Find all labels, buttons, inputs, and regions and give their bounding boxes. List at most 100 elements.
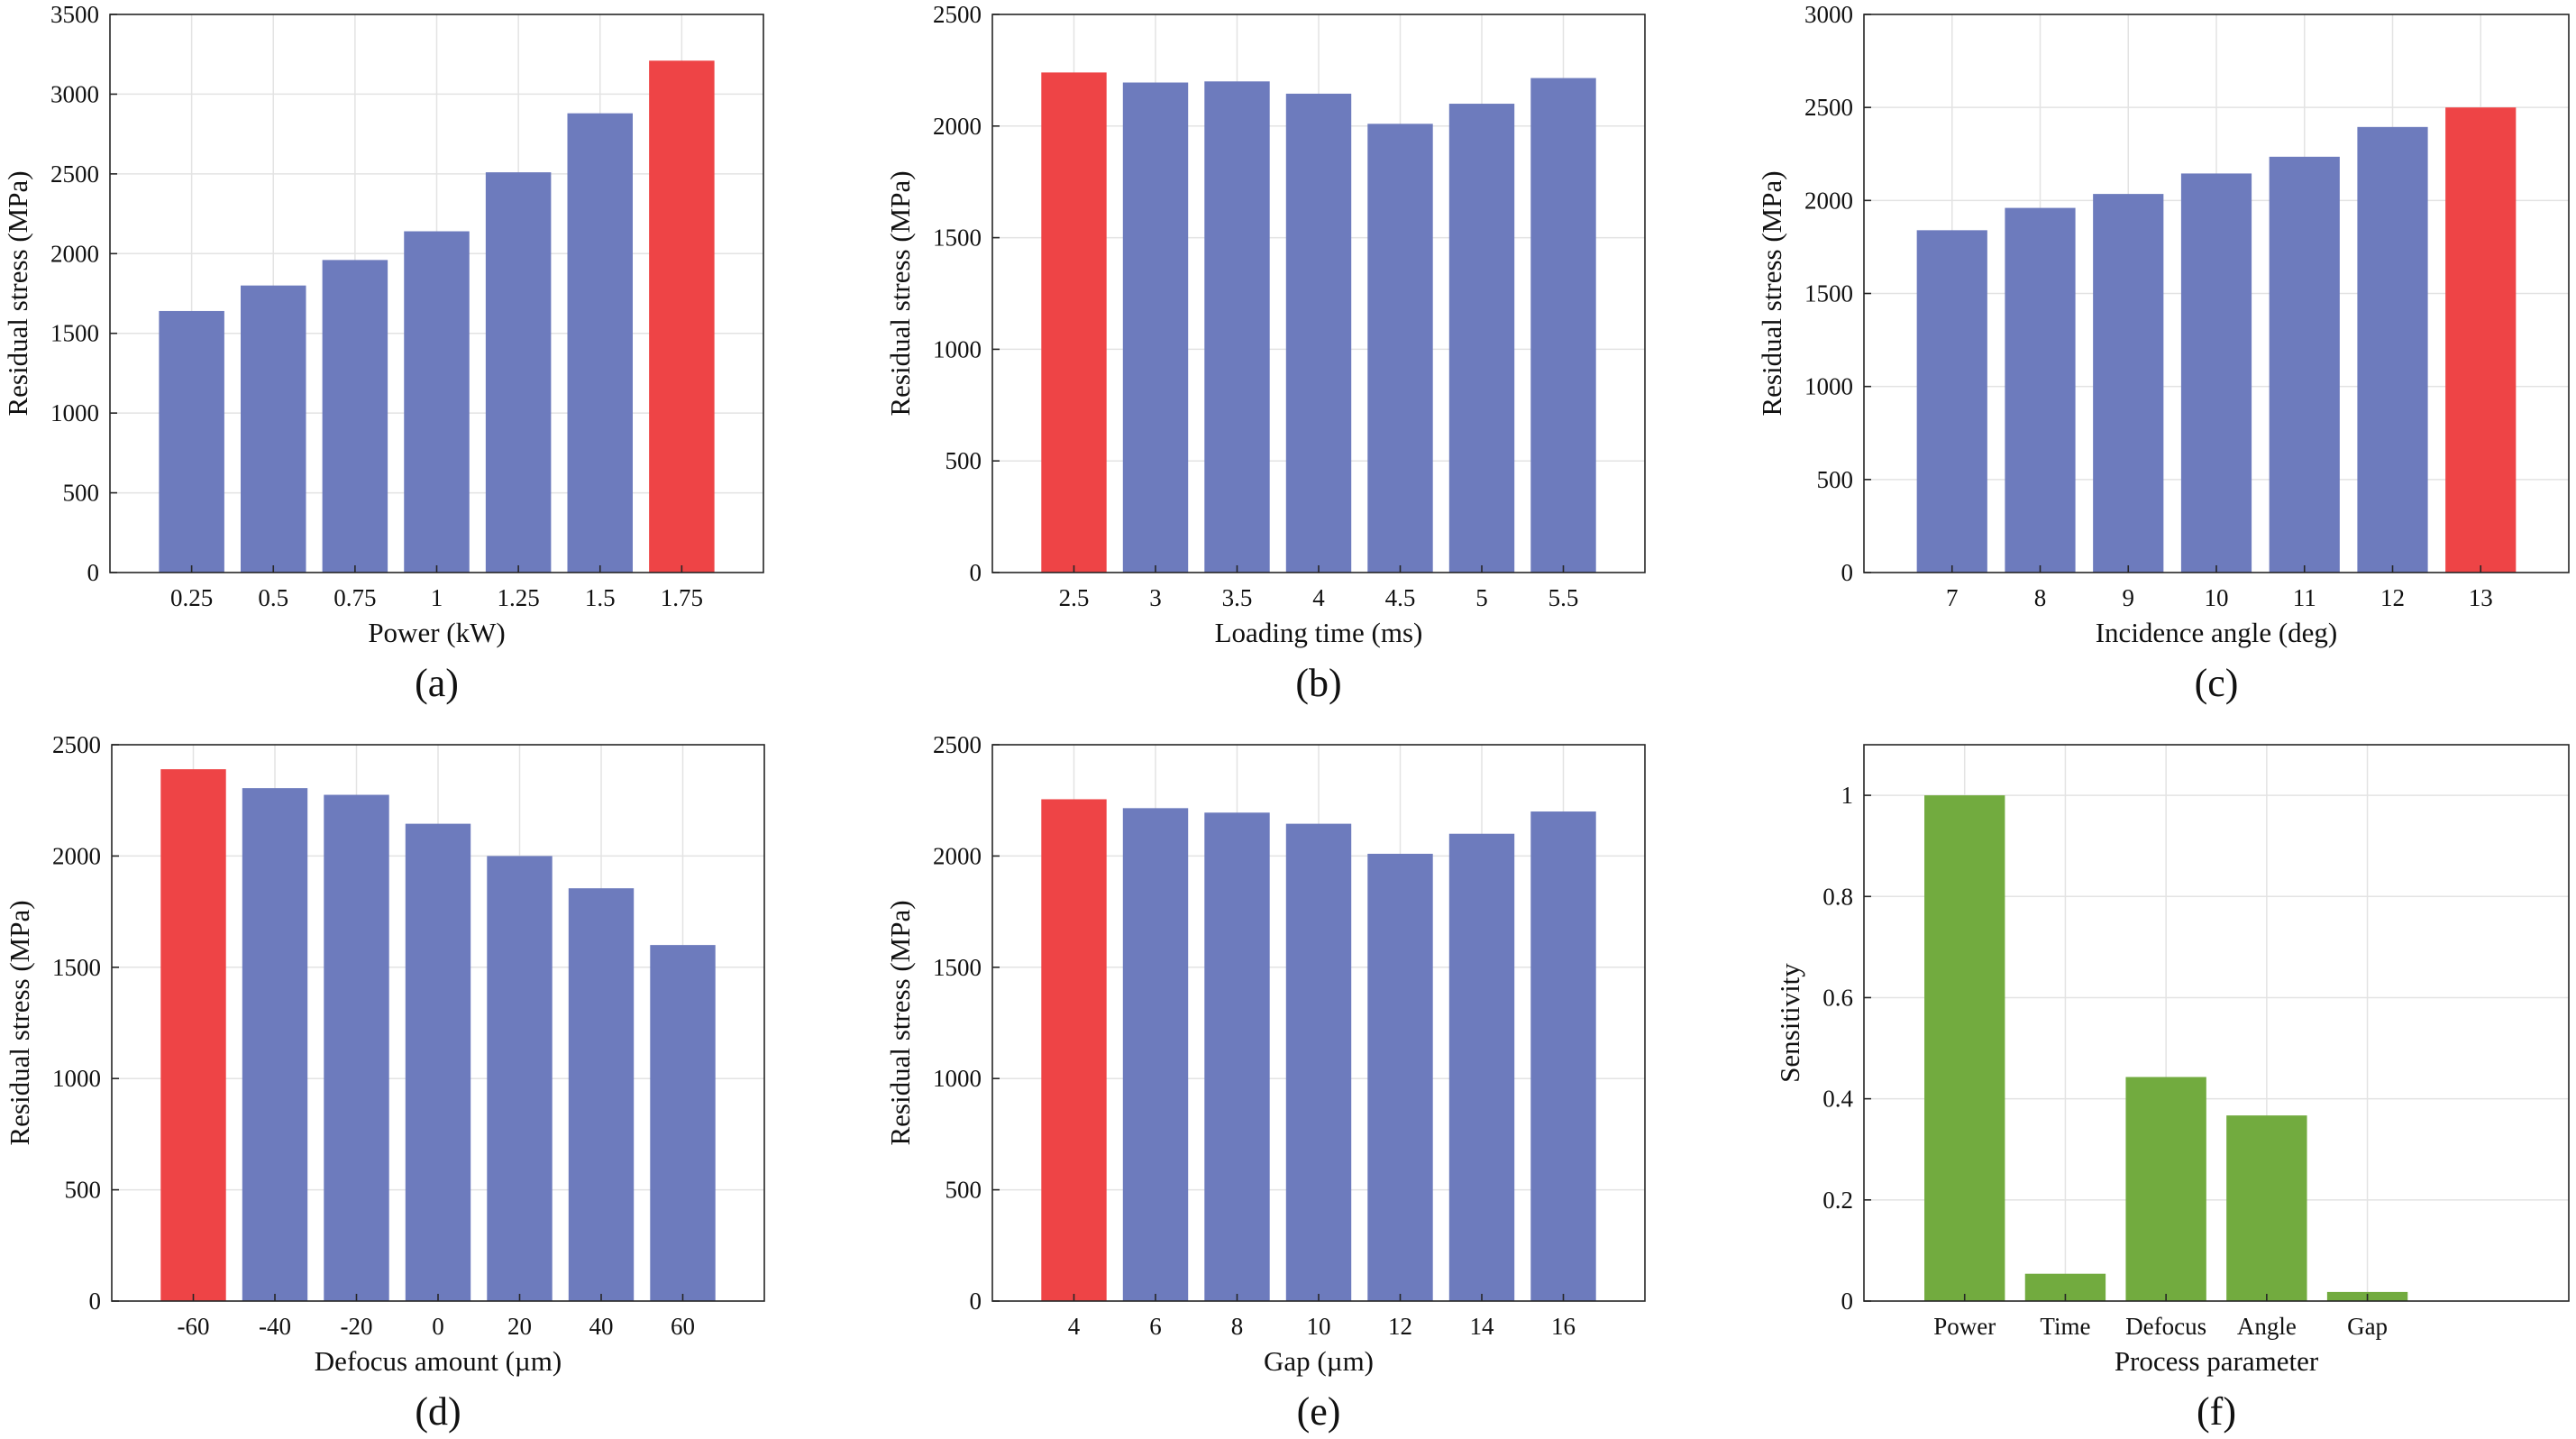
y-axis-label: Residual stress (MPa) — [884, 170, 916, 416]
y-tick-label: 1000 — [52, 1065, 101, 1092]
x-tick-label: 4 — [1068, 1313, 1081, 1340]
y-tick-label: 2000 — [50, 240, 99, 267]
bar-20 — [487, 856, 553, 1301]
y-tick-label: 1500 — [1804, 280, 1853, 307]
bar-3.5 — [1204, 81, 1270, 573]
x-tick-label: -60 — [178, 1313, 210, 1340]
x-tick-label: 1.25 — [498, 584, 540, 611]
panel-label: (b) — [1295, 661, 1341, 705]
x-tick-label: 13 — [2469, 584, 2493, 611]
y-tick-label: 0 — [1841, 559, 1854, 586]
chart-panel-e: 0 500 1000 1500 2000 2500 4 6 8 10 12 14 16 Gap (µm) R… — [884, 731, 1646, 1434]
y-tick-label: 1 — [1841, 782, 1854, 809]
bar-Angle — [2226, 1115, 2307, 1301]
bar-0.5 — [241, 285, 306, 573]
x-tick-label: 0 — [432, 1313, 444, 1340]
x-axis-label: Defocus amount (µm) — [315, 1345, 562, 1377]
y-tick-label: 2000 — [933, 113, 982, 140]
bar-10 — [1285, 823, 1352, 1301]
bar-9 — [2093, 194, 2164, 573]
y-tick-label: 3500 — [50, 1, 99, 28]
x-tick-label: Defocus — [2125, 1313, 2206, 1340]
plot-frame — [991, 744, 1646, 1302]
y-tick-label: 3000 — [1804, 1, 1853, 28]
panel-label: (a) — [415, 661, 459, 705]
bar-1.5 — [567, 113, 633, 573]
y-tick-label: 2500 — [1804, 94, 1853, 121]
x-axis-label: Process parameter — [2115, 1345, 2319, 1377]
x-tick-label: 4 — [1312, 584, 1325, 611]
y-tick-label: 0 — [1841, 1288, 1854, 1315]
bar-8 — [2005, 207, 2076, 573]
bar-16 — [1530, 811, 1596, 1301]
bar--40 — [242, 788, 308, 1301]
bar-0.75 — [322, 260, 388, 573]
bar-4 — [1041, 799, 1107, 1301]
y-tick-label: 1000 — [933, 1065, 982, 1092]
chart-panel-d: 0 500 1000 1500 2000 2500 -60 -40 -20 0 20 40 60 Defo… — [4, 731, 765, 1434]
panel-label: (d) — [415, 1389, 461, 1434]
x-tick-label: 0.75 — [333, 584, 376, 611]
bar--20 — [324, 794, 389, 1301]
y-tick-label: 2500 — [52, 731, 101, 758]
y-tick-label: 500 — [65, 1177, 102, 1204]
x-tick-label: 16 — [1551, 1313, 1576, 1340]
y-tick-label: 500 — [945, 447, 982, 474]
x-tick-label: Time — [2040, 1313, 2090, 1340]
y-tick-label: 2500 — [50, 160, 99, 188]
y-tick-label: 0 — [970, 1288, 982, 1315]
panel-label: (f) — [2197, 1389, 2236, 1434]
y-tick-label: 0 — [87, 559, 100, 586]
y-tick-label: 2500 — [933, 1, 982, 28]
x-tick-label: 4.5 — [1385, 584, 1416, 611]
x-tick-label: 3 — [1149, 584, 1162, 611]
x-tick-label: 11 — [2293, 584, 2316, 611]
bar-2.5 — [1041, 72, 1107, 573]
bar-5.5 — [1530, 78, 1596, 573]
y-tick-label: 0.8 — [1822, 883, 1853, 910]
plot-frame — [1863, 744, 2570, 1302]
bar-3 — [1122, 82, 1189, 573]
y-axis-label: Residual stress (MPa) — [884, 900, 916, 1145]
y-axis-label: Residual stress (MPa) — [4, 900, 35, 1145]
x-tick-label: 5.5 — [1548, 584, 1579, 611]
chart-panel-b: 0 500 1000 1500 2000 2500 2.5 3 3.5 4 4.5 5 5.5 Loadi… — [884, 1, 1646, 705]
bar-1 — [404, 231, 470, 573]
x-tick-label: 12 — [2380, 584, 2405, 611]
bar--60 — [160, 769, 226, 1301]
y-axis-label: Residual stress (MPa) — [1756, 170, 1787, 416]
x-tick-label: -40 — [259, 1313, 291, 1340]
bar-1.75 — [649, 60, 715, 573]
chart-panel-f: 0 0.2 0.4 0.6 0.8 1 Power Time Defocus Angle Gap Pr… — [1774, 744, 2570, 1434]
y-tick-label: 2500 — [933, 731, 982, 758]
x-axis-label: Gap (µm) — [1264, 1345, 1374, 1377]
y-tick-label: 3000 — [50, 80, 99, 107]
bar-10 — [2180, 173, 2252, 573]
y-tick-label: 0 — [970, 559, 982, 586]
y-tick-label: 500 — [945, 1177, 982, 1204]
x-tick-label: 8 — [1231, 1313, 1244, 1340]
bar-7 — [1916, 230, 1987, 573]
y-tick-label: 2000 — [52, 842, 101, 869]
plot-frame — [991, 14, 1646, 573]
bar-14 — [1448, 833, 1515, 1301]
bar-6 — [1122, 808, 1189, 1301]
y-tick-label: 1500 — [50, 320, 99, 347]
bar-0 — [405, 823, 471, 1301]
x-tick-label: -20 — [341, 1313, 373, 1340]
x-tick-label: 8 — [2034, 584, 2047, 611]
x-tick-label: 40 — [589, 1313, 614, 1340]
x-tick-label: 12 — [1388, 1313, 1412, 1340]
plot-frame — [109, 14, 764, 573]
y-tick-label: 2000 — [933, 842, 982, 869]
bar-8 — [1204, 812, 1270, 1301]
panel-label: (e) — [1297, 1389, 1341, 1434]
bar-1.25 — [485, 172, 552, 573]
y-tick-label: 2000 — [1804, 187, 1853, 214]
y-tick-label: 0.6 — [1822, 984, 1853, 1011]
y-tick-label: 1000 — [50, 399, 99, 426]
bar-13 — [2445, 107, 2517, 573]
bar-5 — [1448, 104, 1515, 573]
x-tick-label: Power — [1933, 1313, 1996, 1340]
y-axis-label: Sensitivity — [1774, 963, 1805, 1083]
